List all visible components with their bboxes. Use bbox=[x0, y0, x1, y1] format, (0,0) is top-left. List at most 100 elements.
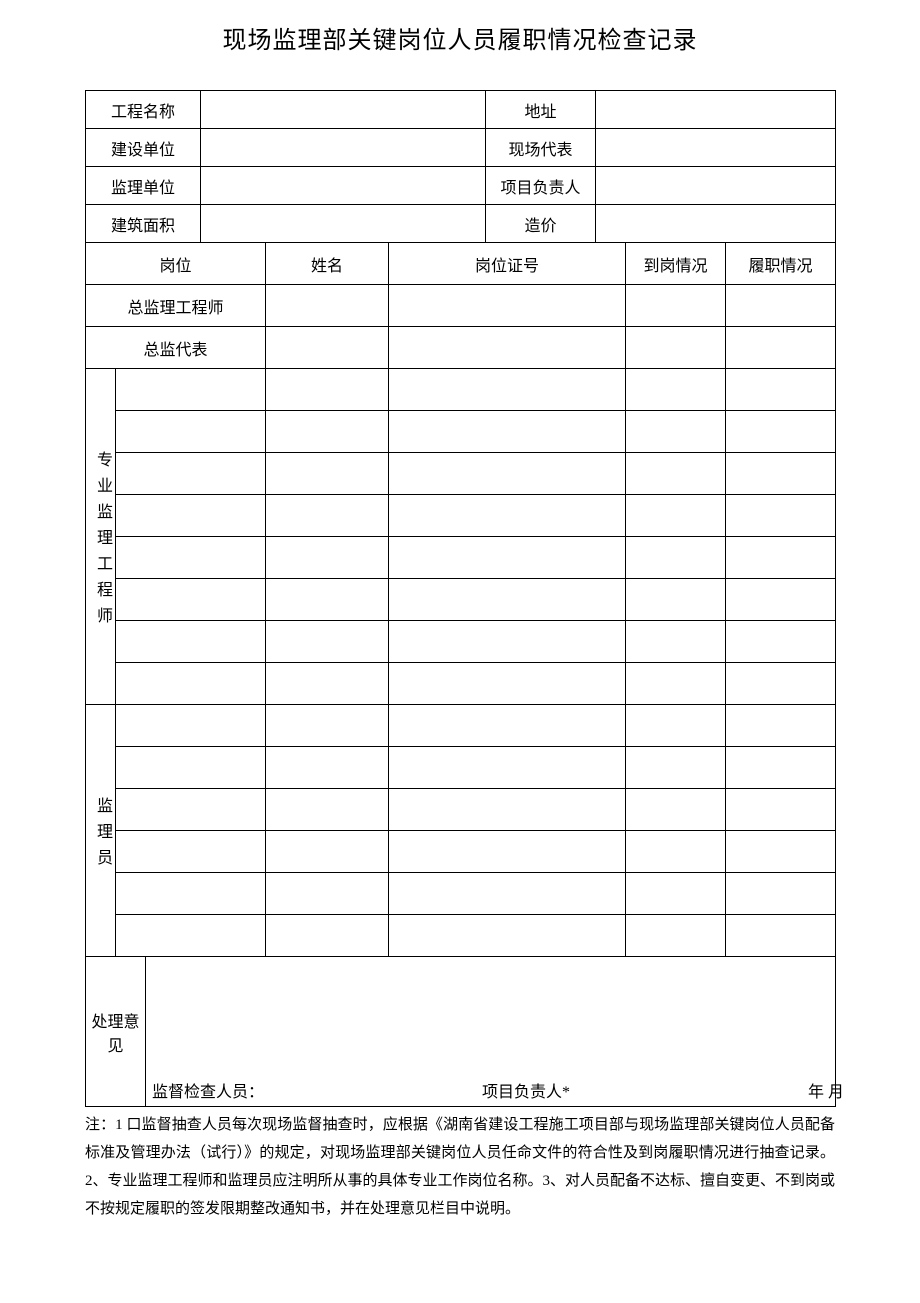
inspector-label: 监督检查人员： bbox=[152, 1084, 264, 1101]
value-cost bbox=[596, 205, 836, 243]
col-position: 岗位 bbox=[86, 243, 266, 285]
value-supervision-unit bbox=[201, 167, 486, 205]
label-project-name: 工程名称 bbox=[86, 91, 201, 129]
value-project-leader bbox=[596, 167, 836, 205]
cell bbox=[726, 327, 836, 369]
cell bbox=[626, 285, 726, 327]
cell bbox=[266, 705, 389, 747]
cell bbox=[726, 873, 836, 915]
col-cert-no: 岗位证号 bbox=[389, 243, 626, 285]
value-building-area bbox=[201, 205, 486, 243]
cell bbox=[116, 831, 266, 873]
cell bbox=[726, 285, 836, 327]
cell bbox=[626, 915, 726, 957]
cell bbox=[116, 621, 266, 663]
value-construction-unit bbox=[201, 129, 486, 167]
footnote: 注：1 口监督抽查人员每次现场监督抽查时，应根据《湖南省建设工程施工项目部与现场… bbox=[85, 1111, 835, 1223]
cell bbox=[116, 411, 266, 453]
cell bbox=[626, 369, 726, 411]
cell bbox=[726, 705, 836, 747]
cell bbox=[389, 411, 626, 453]
cell bbox=[266, 327, 389, 369]
cell bbox=[726, 663, 836, 705]
cell bbox=[389, 453, 626, 495]
label-address: 地址 bbox=[486, 91, 596, 129]
cell bbox=[116, 495, 266, 537]
cell bbox=[116, 789, 266, 831]
cell bbox=[626, 747, 726, 789]
cell bbox=[626, 411, 726, 453]
opinion-label: 处理意见 bbox=[86, 957, 146, 1107]
cell bbox=[726, 915, 836, 957]
cell bbox=[116, 873, 266, 915]
cell bbox=[726, 453, 836, 495]
cell bbox=[726, 537, 836, 579]
cell bbox=[389, 495, 626, 537]
cell bbox=[726, 831, 836, 873]
cell bbox=[726, 411, 836, 453]
cell bbox=[626, 873, 726, 915]
cell bbox=[726, 789, 836, 831]
cell bbox=[389, 537, 626, 579]
cell bbox=[726, 621, 836, 663]
cell bbox=[116, 537, 266, 579]
col-attendance: 到岗情况 bbox=[626, 243, 726, 285]
cell bbox=[389, 873, 626, 915]
cell bbox=[726, 369, 836, 411]
cell bbox=[116, 747, 266, 789]
label-site-rep: 现场代表 bbox=[486, 129, 596, 167]
cell bbox=[266, 915, 389, 957]
cell bbox=[626, 327, 726, 369]
label-cost: 造价 bbox=[486, 205, 596, 243]
cell bbox=[266, 747, 389, 789]
cell bbox=[626, 705, 726, 747]
cell bbox=[726, 579, 836, 621]
cell bbox=[389, 621, 626, 663]
label-project-leader: 项目负责人 bbox=[486, 167, 596, 205]
value-address bbox=[596, 91, 836, 129]
date-label: 年 月 bbox=[808, 1084, 844, 1101]
cell bbox=[626, 663, 726, 705]
label-construction-unit: 建设单位 bbox=[86, 129, 201, 167]
cell bbox=[389, 831, 626, 873]
cell bbox=[389, 705, 626, 747]
label-building-area: 建筑面积 bbox=[86, 205, 201, 243]
label-supervision-unit: 监理单位 bbox=[86, 167, 201, 205]
cell bbox=[726, 747, 836, 789]
value-site-rep bbox=[596, 129, 836, 167]
cell bbox=[116, 369, 266, 411]
cell bbox=[626, 495, 726, 537]
cell bbox=[266, 621, 389, 663]
cell bbox=[389, 663, 626, 705]
cell bbox=[266, 831, 389, 873]
cell bbox=[116, 453, 266, 495]
opinion-content: 监督检查人员： 项目负责人* 年 月 bbox=[146, 957, 836, 1107]
cell bbox=[389, 789, 626, 831]
row-chief-engineer: 总监理工程师 bbox=[86, 285, 266, 327]
cell bbox=[266, 579, 389, 621]
cell bbox=[626, 453, 726, 495]
cell bbox=[389, 579, 626, 621]
cell bbox=[389, 915, 626, 957]
cell bbox=[266, 285, 389, 327]
cell bbox=[389, 369, 626, 411]
cell bbox=[266, 663, 389, 705]
cell bbox=[116, 705, 266, 747]
cell bbox=[266, 537, 389, 579]
cell bbox=[726, 495, 836, 537]
cell bbox=[389, 327, 626, 369]
cell bbox=[266, 873, 389, 915]
cell bbox=[266, 411, 389, 453]
col-name: 姓名 bbox=[266, 243, 389, 285]
cell bbox=[389, 285, 626, 327]
cell bbox=[389, 747, 626, 789]
cell bbox=[626, 621, 726, 663]
page-title: 现场监理部关键岗位人员履职情况检查记录 bbox=[85, 20, 835, 55]
cell bbox=[116, 663, 266, 705]
cell bbox=[266, 369, 389, 411]
cell bbox=[626, 831, 726, 873]
cell bbox=[116, 579, 266, 621]
cell bbox=[626, 537, 726, 579]
cell bbox=[266, 495, 389, 537]
cell bbox=[626, 789, 726, 831]
